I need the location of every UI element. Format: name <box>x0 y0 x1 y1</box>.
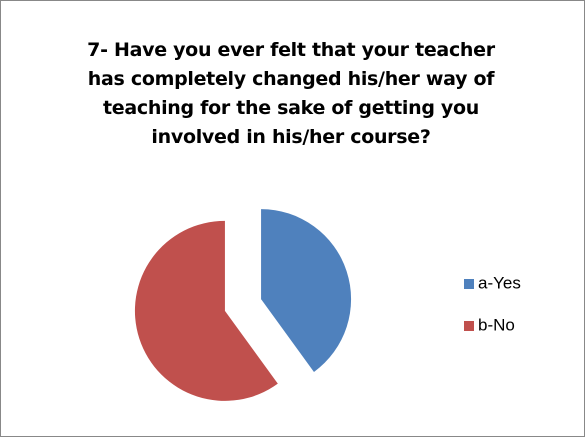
pie-slice <box>134 220 278 401</box>
chart-title: 7- Have you ever felt that your teacher … <box>87 39 495 148</box>
pie-slice <box>261 209 352 372</box>
legend-swatch <box>464 321 474 331</box>
legend-label: b-No <box>478 315 515 334</box>
legend-label: a-Yes <box>478 273 521 292</box>
legend-swatch <box>464 279 474 289</box>
